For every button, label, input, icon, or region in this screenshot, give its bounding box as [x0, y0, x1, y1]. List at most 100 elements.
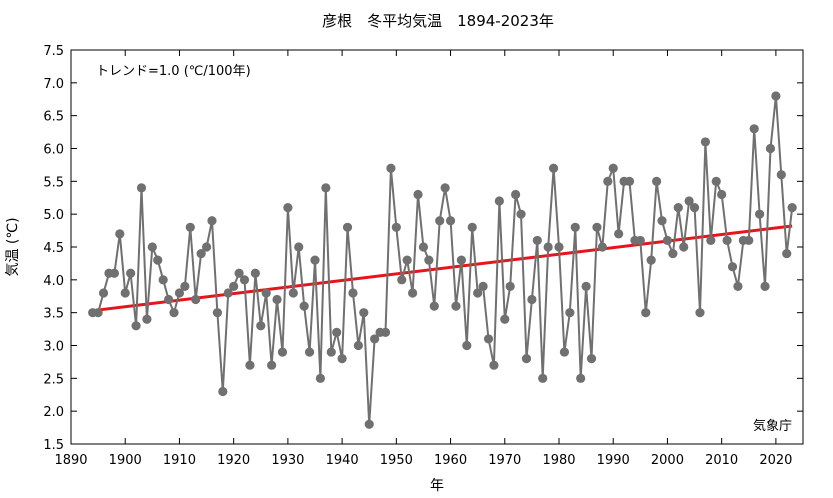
data-point — [136, 183, 147, 193]
x-axis: 1890 1900 1910 1920 1930 1940 1950 1960 1970 1980… — [54, 50, 792, 468]
y-tick-label: 4.5 — [43, 241, 64, 256]
data-point — [543, 242, 553, 252]
data-point — [614, 229, 624, 239]
data-point — [164, 294, 174, 305]
data-point — [359, 308, 369, 318]
data-point — [500, 314, 510, 324]
y-tick-label: 6.5 — [43, 110, 64, 125]
y-tick-label: 1.5 — [43, 438, 64, 453]
data-point — [679, 242, 689, 252]
data-point — [727, 262, 738, 272]
data-point — [548, 163, 559, 173]
data-point — [256, 321, 266, 331]
chart-title: 彦根 冬平均気温 1894-2023年 — [322, 12, 554, 30]
data-point — [294, 242, 304, 252]
data-point — [153, 255, 163, 265]
data-point — [706, 235, 716, 246]
data-point — [332, 327, 342, 337]
data-point — [597, 242, 607, 252]
data-point — [700, 137, 711, 147]
data-point — [337, 354, 347, 364]
data-point — [565, 308, 575, 318]
data-point — [299, 301, 309, 311]
data-point — [277, 347, 288, 357]
data-point — [765, 143, 776, 154]
data-point — [115, 229, 125, 239]
data-point — [695, 308, 705, 318]
x-tick-label: 1960 — [434, 453, 467, 468]
data-point — [169, 308, 179, 318]
data-point — [158, 275, 168, 285]
data-point — [489, 360, 499, 370]
data-point — [755, 209, 765, 219]
data-point — [288, 288, 298, 298]
data-point — [456, 255, 466, 265]
x-tick-label: 1930 — [271, 453, 304, 468]
data-point — [592, 222, 602, 232]
data-point — [201, 242, 212, 252]
data-point — [418, 242, 429, 252]
data-point — [527, 294, 537, 305]
x-tick-label: 1890 — [54, 453, 87, 468]
data-point — [267, 360, 277, 370]
data-point — [353, 340, 363, 351]
data-point — [212, 308, 222, 318]
data-point — [245, 360, 255, 370]
source-label: 気象庁 — [753, 418, 792, 434]
data-point — [315, 373, 326, 383]
data-point — [239, 275, 250, 285]
data-point — [473, 288, 483, 298]
data-point — [641, 308, 651, 318]
trend-line-group — [92, 224, 793, 313]
data-point — [424, 255, 434, 265]
y-tick-label: 5.5 — [43, 175, 64, 190]
data-point — [559, 347, 570, 357]
x-tick-label: 2010 — [705, 453, 738, 468]
data-point — [673, 203, 683, 213]
y-tick-label: 3.5 — [43, 307, 64, 322]
x-tick-label: 1990 — [597, 453, 630, 468]
data-point — [608, 163, 618, 173]
data-point — [771, 91, 781, 101]
data-point — [380, 327, 391, 337]
data-point — [435, 216, 445, 226]
y-tick-label: 3.0 — [43, 340, 64, 355]
data-point — [538, 373, 548, 383]
data-point — [142, 314, 152, 324]
data-point — [722, 235, 732, 246]
data-point — [635, 235, 645, 246]
data-point — [391, 222, 401, 232]
data-point — [348, 288, 358, 298]
data-point — [304, 347, 315, 357]
data-point — [733, 281, 743, 291]
observed-series — [88, 91, 797, 429]
data-point — [744, 235, 754, 246]
data-point — [229, 281, 239, 291]
data-point — [223, 288, 233, 298]
x-tick-label: 1970 — [488, 453, 521, 468]
x-tick-label: 1910 — [163, 453, 196, 468]
y-tick-label: 2.5 — [43, 372, 64, 387]
data-point — [787, 203, 797, 213]
data-point — [657, 216, 667, 226]
data-point — [516, 209, 526, 219]
data-point — [310, 255, 320, 265]
data-point — [668, 248, 678, 259]
data-point — [147, 242, 157, 252]
x-tick-label: 1950 — [380, 453, 413, 468]
data-point — [440, 183, 450, 193]
data-point — [261, 288, 271, 298]
data-point — [586, 354, 597, 364]
data-point — [180, 281, 190, 291]
data-point — [462, 340, 472, 351]
trend-annotation: トレンド=1.0 (℃/100年) — [96, 64, 251, 79]
data-point — [109, 268, 119, 278]
data-point — [272, 294, 282, 305]
data-point — [408, 288, 418, 298]
y-tick-label: 6.0 — [43, 143, 64, 158]
data-point — [234, 268, 244, 278]
data-point — [196, 248, 206, 259]
data-point — [218, 386, 228, 397]
data-point — [397, 275, 407, 285]
